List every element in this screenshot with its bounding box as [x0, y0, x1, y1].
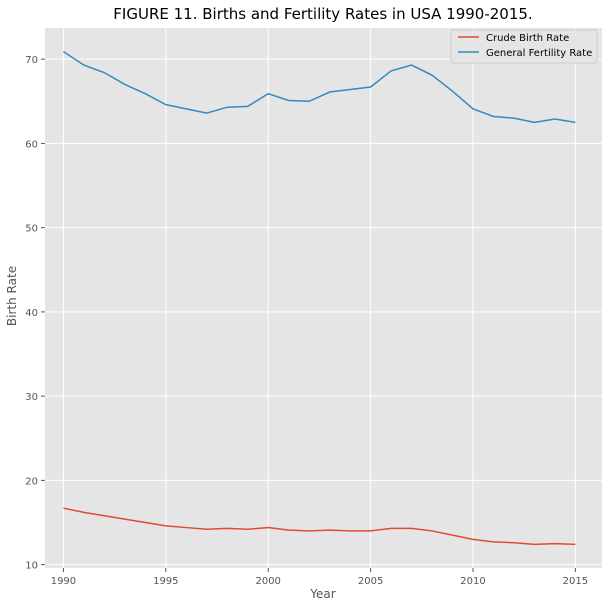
- y-tick-label: 70: [25, 55, 38, 66]
- legend: Crude Birth Rate General Fertility Rate: [450, 29, 598, 64]
- legend-label-crude-birth-rate: Crude Birth Rate: [486, 33, 569, 44]
- y-tick-label: 10: [25, 561, 38, 572]
- x-tick-label: 1995: [153, 576, 178, 587]
- x-tick-label: 2015: [563, 576, 588, 587]
- legend-box: [450, 29, 598, 64]
- series-line-general-fertility-rate: [63, 50, 576, 124]
- x-axis-ticks: 1990 1995 2000 2005 2010 2015: [51, 568, 588, 587]
- series-line-crude-birth-rate: [63, 507, 576, 546]
- x-tick-label: 2000: [255, 576, 280, 587]
- chart-title: FIGURE 11. Births and Fertility Rates in…: [113, 5, 532, 23]
- y-axis-label: Birth Rate: [5, 266, 19, 326]
- x-tick-label: 2005: [358, 576, 383, 587]
- y-tick-label: 40: [25, 308, 38, 319]
- legend-label-general-fertility-rate: General Fertility Rate: [486, 48, 592, 59]
- y-tick-label: 50: [25, 224, 38, 235]
- y-tick-label: 60: [25, 139, 38, 150]
- plot-area: [45, 28, 602, 568]
- y-tick-label: 30: [25, 392, 38, 403]
- y-axis-ticks: 10 20 30 40 50 60 70: [25, 55, 45, 572]
- x-tick-label: 1990: [51, 576, 76, 587]
- x-tick-label: 2010: [460, 576, 485, 587]
- series-lines: [63, 50, 576, 546]
- y-tick-label: 20: [25, 476, 38, 487]
- x-axis-label: Year: [309, 587, 335, 601]
